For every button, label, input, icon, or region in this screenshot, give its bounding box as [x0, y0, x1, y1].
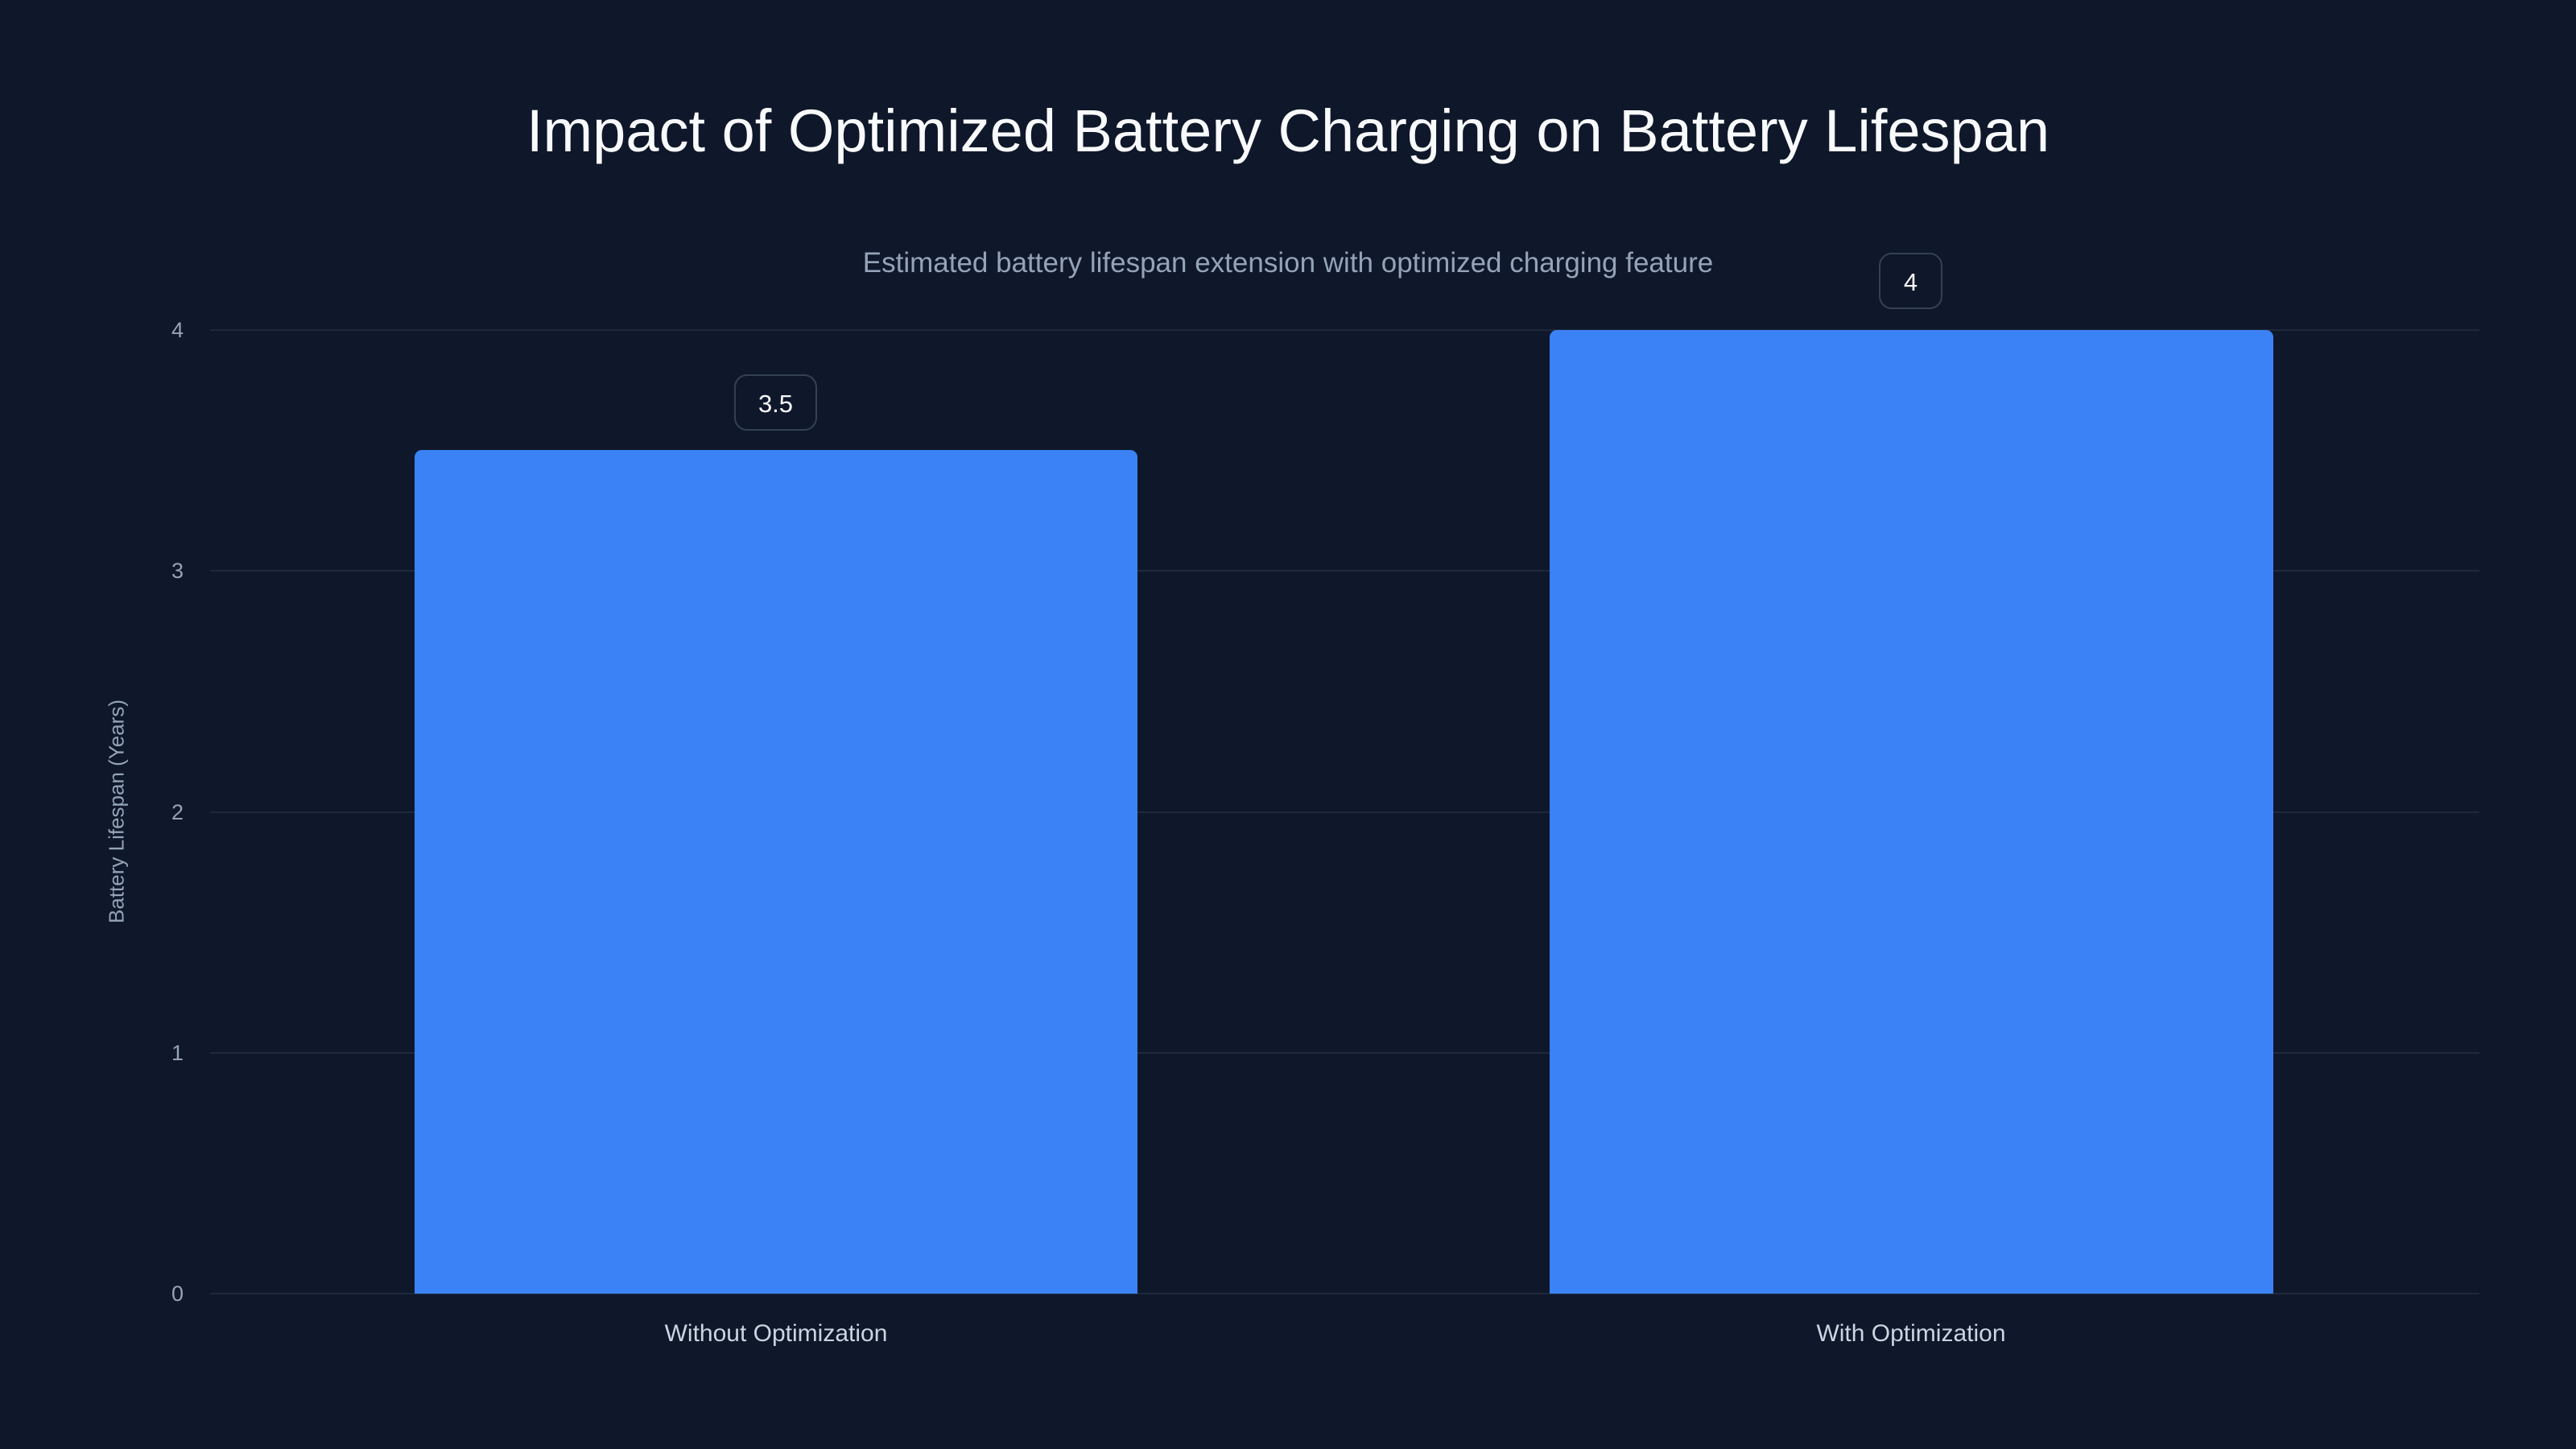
y-tick-0: 0 — [171, 1282, 184, 1306]
x-tick-with-optimization: With Optimization — [1816, 1320, 2006, 1347]
x-tick-without-optimization: Without Optimization — [664, 1320, 888, 1347]
bar-without-optimization[interactable] — [415, 450, 1137, 1294]
y-tick-1: 1 — [171, 1041, 184, 1065]
plot-area — [210, 329, 2479, 1294]
value-label-with-optimization: 4 — [1879, 253, 1942, 309]
chart-subtitle: Estimated battery lifespan extension wit… — [862, 247, 1714, 279]
chart-title: Impact of Optimized Battery Charging on … — [526, 97, 2050, 164]
gridline-2 — [210, 811, 2479, 813]
gridline-1 — [210, 1052, 2479, 1054]
gridline-4 — [210, 329, 2479, 331]
y-tick-3: 3 — [171, 559, 184, 583]
value-label-without-optimization: 3.5 — [734, 374, 817, 431]
x-axis-baseline — [210, 1293, 2479, 1294]
y-tick-4: 4 — [171, 318, 184, 342]
y-tick-2: 2 — [171, 800, 184, 824]
gridline-3 — [210, 570, 2479, 572]
bar-with-optimization[interactable] — [1550, 330, 2273, 1294]
